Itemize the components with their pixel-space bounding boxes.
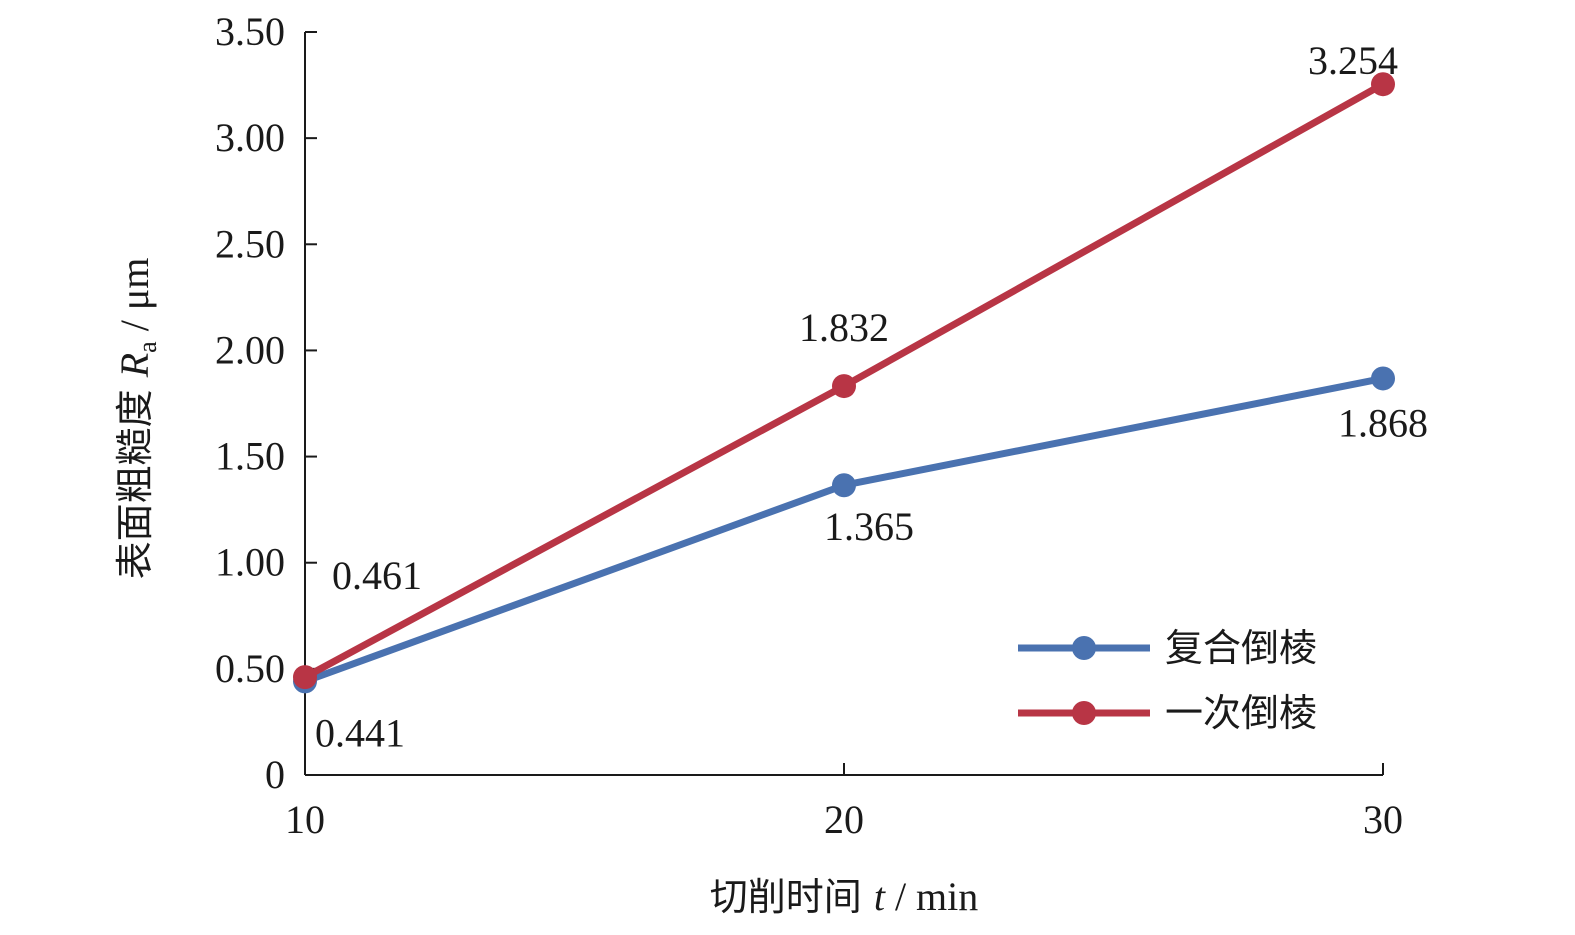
- series-layer: [293, 72, 1395, 694]
- series-1: [293, 72, 1395, 690]
- y-tick-label: 0: [265, 752, 285, 797]
- y-tick-label: 3.50: [215, 9, 285, 54]
- data-label: 1.365: [824, 504, 914, 549]
- data-point: [832, 374, 856, 399]
- y-axis-title: 表面粗糙度 Ra / μm: [112, 258, 162, 580]
- y-tick-label: 2.50: [215, 221, 285, 266]
- y-tick-label: 1.00: [215, 540, 285, 585]
- legend-item: 一次倒棱: [1018, 691, 1317, 735]
- data-point: [1371, 72, 1395, 97]
- x-tick-label: 10: [285, 797, 325, 842]
- data-label: 0.441: [315, 710, 405, 755]
- legend-marker: [1072, 636, 1096, 660]
- axes: 0 0.50 1.00 1.50 2.00 2.50 3.00 3.50 10 20 30: [215, 9, 1403, 842]
- data-labels: 0.441 1.365 1.868 0.461 1.832 3.254: [315, 38, 1428, 755]
- y-tick-label: 2.00: [215, 327, 285, 372]
- data-point: [293, 665, 317, 690]
- data-point: [832, 473, 856, 498]
- data-point: [1371, 366, 1395, 391]
- data-label: 0.461: [332, 553, 422, 598]
- data-label: 1.832: [799, 305, 889, 350]
- x-tick-label: 20: [824, 797, 864, 842]
- data-label: 1.868: [1338, 400, 1428, 445]
- legend-label: 复合倒棱: [1165, 626, 1317, 670]
- y-tick-label: 0.50: [215, 646, 285, 691]
- legend-marker: [1072, 701, 1096, 725]
- x-axis-title: 切削时间 t / min: [710, 874, 979, 919]
- legend-item: 复合倒棱: [1018, 626, 1317, 670]
- y-tick-label: 3.00: [215, 115, 285, 160]
- legend-label: 一次倒棱: [1165, 691, 1317, 735]
- y-tick-label: 1.50: [215, 434, 285, 479]
- x-tick-label: 30: [1363, 797, 1403, 842]
- data-label: 3.254: [1308, 38, 1398, 83]
